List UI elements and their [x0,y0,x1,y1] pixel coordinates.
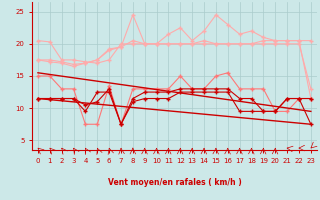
X-axis label: Vent moyen/en rafales ( km/h ): Vent moyen/en rafales ( km/h ) [108,178,241,187]
